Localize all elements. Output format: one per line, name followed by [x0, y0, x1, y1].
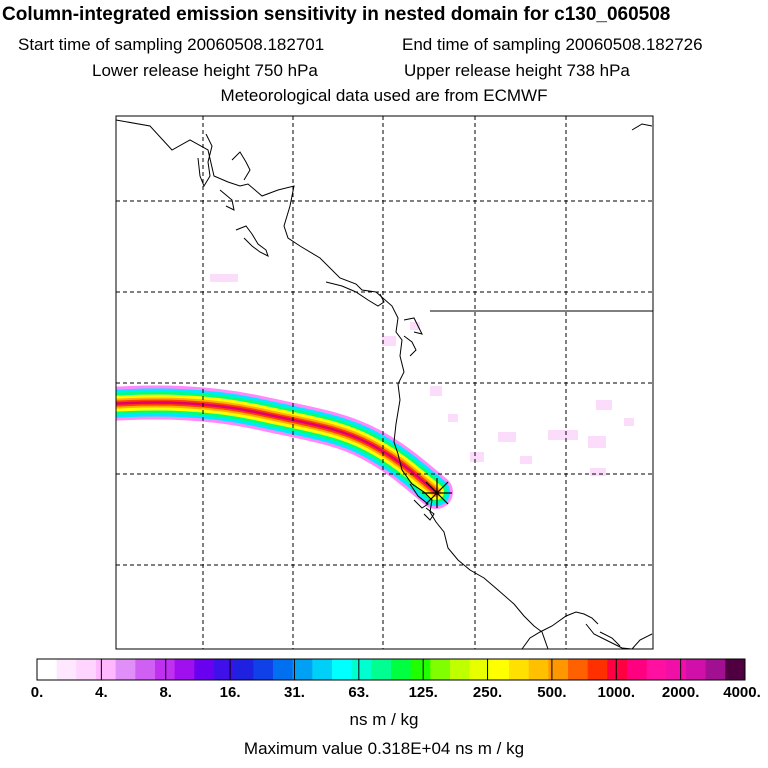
end-time-label: End time of sampling 20060508.182726: [402, 35, 703, 54]
colorbar-swatch: [469, 659, 490, 680]
colorbar-frame: [36, 658, 746, 681]
colorbar-tick-label: 2000.: [661, 684, 700, 701]
map-title: Column-integrated emission sensitivity i…: [2, 4, 671, 25]
colorbar-swatch: [646, 659, 667, 680]
colorbar-tick-label: 0.: [30, 684, 44, 701]
colorbar-units: ns m / kg: [349, 710, 419, 729]
colorbar-swatch: [489, 659, 510, 680]
colorbar-tick-label: 250.: [472, 684, 503, 701]
colorbar-tick-label: 16.: [219, 684, 241, 701]
colorbar-swatch: [686, 659, 707, 680]
colorbar-swatch: [233, 659, 254, 680]
colorbar-swatch: [450, 659, 471, 680]
coastline: [115, 119, 653, 650]
colorbar-swatch: [273, 659, 294, 680]
colorbar: [36, 658, 746, 681]
colorbar-swatch: [666, 659, 687, 680]
colorbar-swatch: [312, 659, 333, 680]
colorbar-swatch: [587, 659, 608, 680]
colorbar-swatch: [607, 659, 628, 680]
colorbar-swatch: [135, 659, 156, 680]
colorbar-swatch: [548, 659, 569, 680]
colorbar-tick-label: 125.: [408, 684, 438, 701]
colorbar-tick-label: 8.: [159, 684, 172, 701]
colorbar-tick-label: 500.: [537, 684, 567, 701]
colorbar-swatch: [627, 659, 648, 680]
colorbar-swatch: [391, 659, 412, 680]
plume-band-7: [116, 401, 438, 494]
colorbar-swatch: [115, 659, 136, 680]
colorbar-tick-label: 31.: [284, 684, 305, 701]
map-plot-area: [116, 274, 634, 509]
colorbar-swatch: [56, 659, 77, 680]
colorbar-swatch: [76, 659, 97, 680]
max-value-label: Maximum value 0.318E+04 ns m / kg: [243, 739, 525, 758]
colorbar-swatch: [528, 659, 549, 680]
colorbar-swatch: [332, 659, 353, 680]
faint-sensitivity-patches: [210, 274, 634, 476]
map-frame: [115, 115, 654, 650]
colorbar-swatch: [174, 659, 195, 680]
colorbar-tick-label: 4.: [95, 684, 108, 701]
colorbar-swatch: [155, 659, 176, 680]
colorbar-tick-label: 63.: [348, 684, 370, 701]
colorbar-swatch: [371, 659, 392, 680]
colorbar-swatch: [725, 659, 746, 680]
emission-sensitivity-plume: [116, 385, 453, 509]
colorbar-swatch: [568, 659, 589, 680]
colorbar-tick-label: 1000.: [597, 684, 636, 701]
colorbar-swatch: [351, 659, 372, 680]
colorbar-swatch: [214, 659, 235, 680]
colorbar-swatch: [194, 659, 215, 680]
release-point-marker: [422, 478, 452, 508]
colorbar-swatch: [37, 659, 58, 680]
colorbar-swatch: [96, 659, 117, 680]
colorbar-swatch: [430, 659, 451, 680]
colorbar-tick-label: 4000.: [723, 684, 761, 701]
colorbar-swatch: [509, 659, 530, 680]
met-data-label: Meteorological data used are from ECMWF: [220, 86, 548, 105]
colorbar-swatch: [705, 659, 726, 680]
colorbar-swatch: [253, 659, 274, 680]
start-time-label: Start time of sampling 20060508.182701: [18, 35, 325, 54]
upper-height-label: Upper release height 738 hPa: [404, 61, 630, 80]
colorbar-swatch: [410, 659, 431, 680]
lat-lon-grid: [116, 116, 653, 649]
lower-height-label: Lower release height 750 hPa: [92, 61, 318, 80]
colorbar-swatch: [292, 659, 313, 680]
